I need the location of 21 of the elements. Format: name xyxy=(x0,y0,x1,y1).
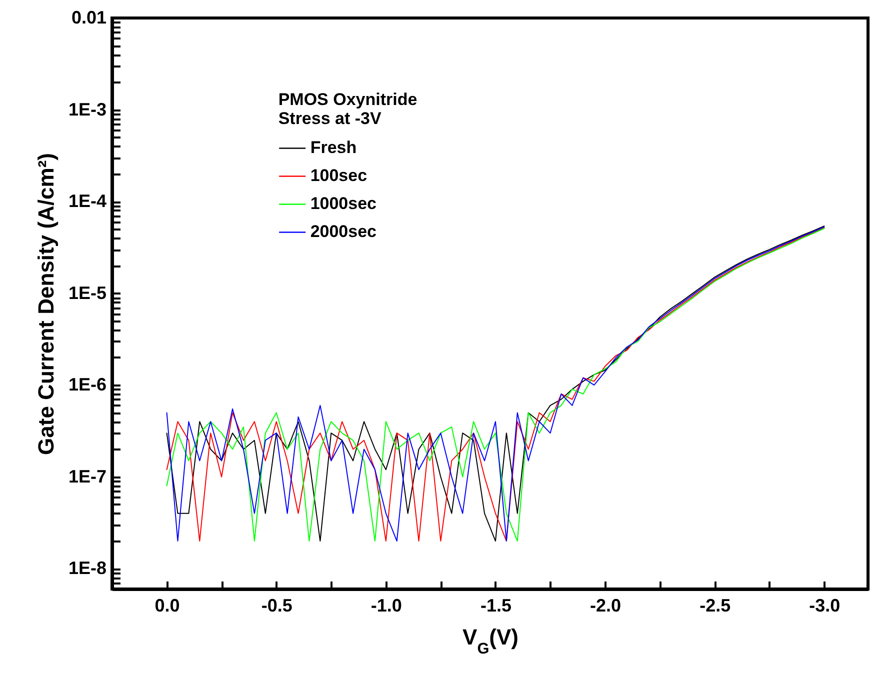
y-tick-label: 1E-4 xyxy=(68,191,106,212)
y-tick-label: 1E-3 xyxy=(68,99,106,120)
y-tick-label: 1E-6 xyxy=(68,374,106,395)
x-tick-label: -3.0 xyxy=(809,596,840,616)
x-axis-title: V$_{G}$(V) xyxy=(462,624,518,657)
legend-label: Fresh xyxy=(310,138,357,158)
y-tick-label: 0.01 xyxy=(71,8,106,28)
x-tick-label: -1.5 xyxy=(480,596,512,616)
legend-title: PMOS Oxynitride Stress at -3V xyxy=(278,90,418,128)
legend-label: 100sec xyxy=(310,166,368,186)
x-tick-label: -1.0 xyxy=(370,596,402,616)
legend-label: 1000sec xyxy=(310,194,377,214)
y-axis-title: Gate Current Density (A/cm²) xyxy=(33,153,58,455)
y-tick-label: 1E-8 xyxy=(68,558,106,578)
x-tick-label: -0.5 xyxy=(261,596,292,616)
y-tick-label: 1E-7 xyxy=(68,466,106,486)
y-tick-label: 1E-5 xyxy=(68,282,106,303)
x-tick-label: 0.0 xyxy=(154,596,180,616)
legend-label: 2000sec xyxy=(310,222,377,242)
x-tick-label: -2.5 xyxy=(700,596,731,616)
x-tick-label: -2.0 xyxy=(590,596,622,616)
